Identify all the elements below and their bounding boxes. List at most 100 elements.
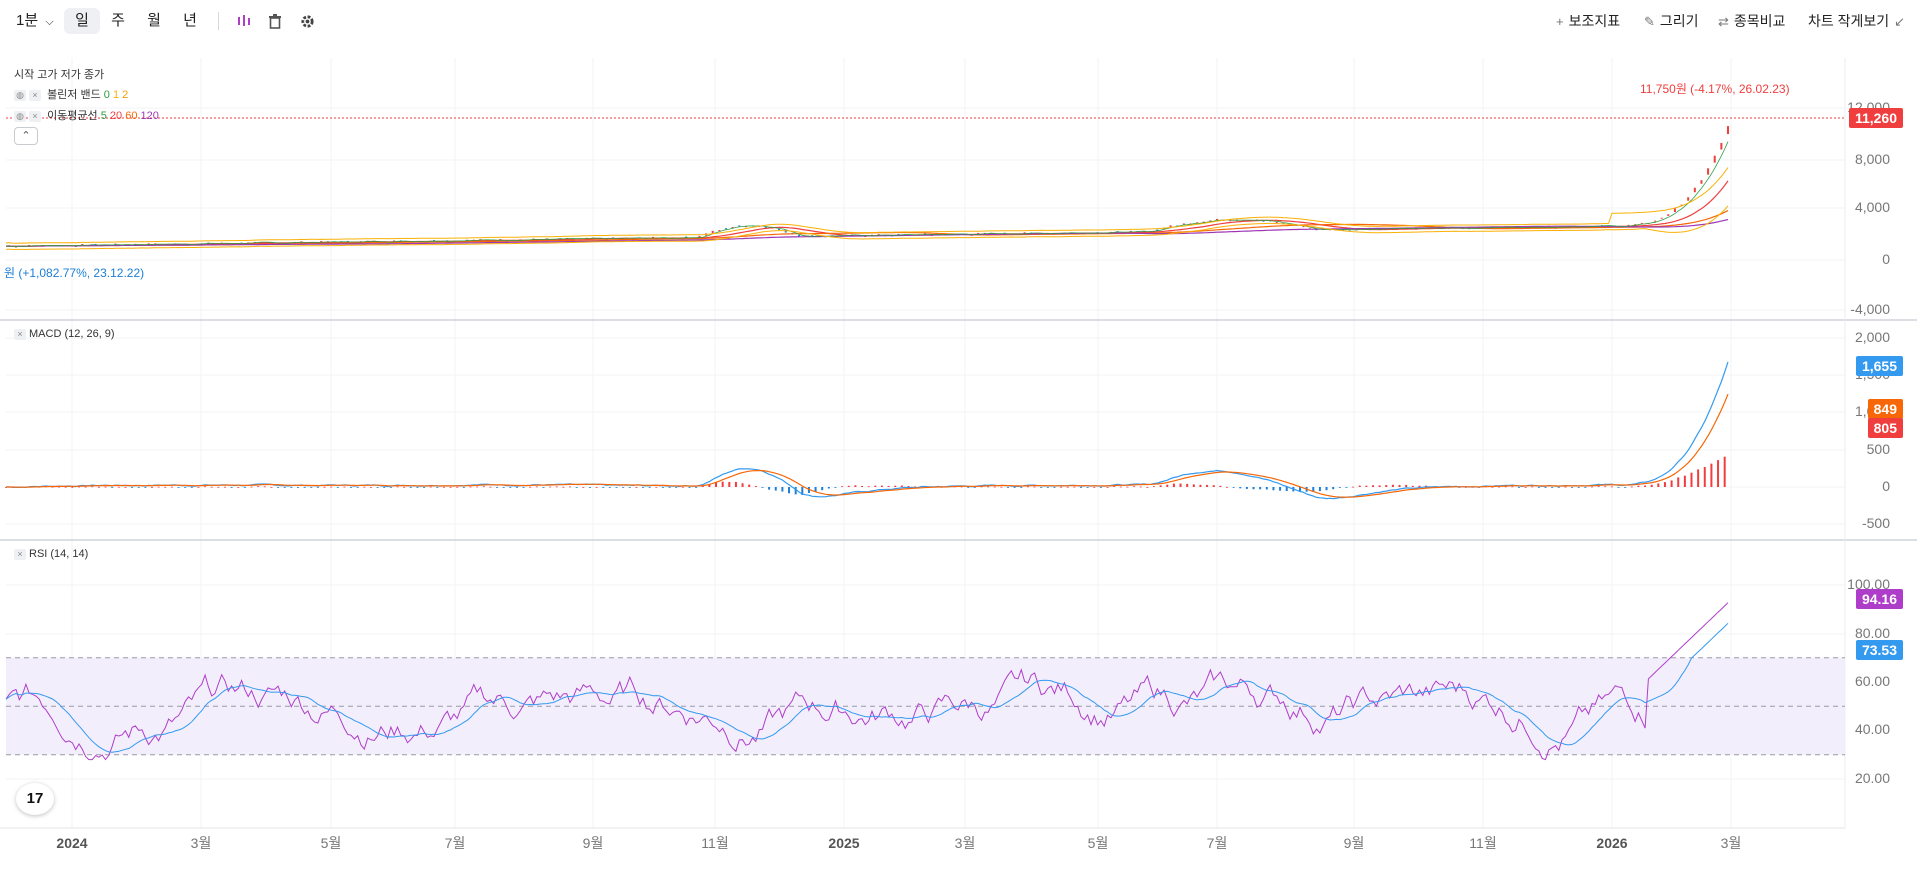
price-tick-label: -4,000 [1850,301,1890,317]
macd-histogram-bar [383,487,386,488]
macd-histogram-bar [150,486,153,488]
rsi-band [6,657,1845,756]
macd-histogram-bar [1703,467,1706,487]
macd-histogram-bar [250,486,253,488]
macd-histogram-bar [1060,486,1063,488]
macd-histogram-bar [973,487,976,488]
candle [698,235,701,239]
macd-histogram-bar [1697,469,1700,487]
chart-type-button[interactable] [236,8,252,34]
macd-histogram-bar [967,487,970,488]
macd-histogram-bar [496,487,499,488]
macd-histogram-bar [1385,485,1388,487]
macd-histogram-bar [1517,487,1520,488]
candle [1667,214,1670,216]
close-icon[interactable]: × [29,89,41,101]
macd-histogram-bar [117,486,120,488]
macd-histogram-bar [788,487,791,494]
interval-dropdown[interactable]: 1분 ⌵ [16,8,54,34]
macd-histogram-bar [449,486,452,488]
macd-histogram-bar [84,486,87,488]
ma-param: 60 [125,110,138,122]
rsi-tick-label: 80.00 [1855,625,1890,641]
macd-histogram-bar [1577,487,1580,488]
macd-histogram-bar [456,486,459,488]
macd-histogram-bar [1159,485,1162,487]
macd-histogram-bar [522,487,525,488]
macd-histogram-bar [1013,487,1016,488]
time-tick-label: 2026 [1596,835,1627,851]
macd-histogram-bar [628,487,631,488]
macd-histogram-bar [91,486,94,488]
macd-histogram-bar [801,487,804,495]
macd-histogram-bar [336,487,339,488]
settings-button[interactable] [300,8,315,34]
candle [1262,220,1265,222]
macd-histogram-bar [1113,486,1116,487]
macd-histogram-bar [661,487,664,488]
macd-histogram-bar [157,486,160,488]
candle [81,244,84,246]
ohlc-legend: 시작 고가 저가 종가 [14,69,105,81]
draw-button[interactable]: ✎ 그리기 [1644,8,1699,34]
macd-histogram-bar [164,486,167,488]
shrink-chart-button[interactable]: 차트 작게보기 ↙ [1808,8,1910,34]
macd-histogram-bar [1007,487,1010,488]
macd-histogram-bar [549,486,552,488]
close-icon[interactable]: × [14,328,26,340]
indicator-button[interactable]: + 보조지표 [1556,8,1620,34]
period-tab-year[interactable]: 년 [183,12,197,29]
macd-legend: × MACD (12, 26, 9) [14,328,115,340]
chart-toolbar: 1분 ⌵ 일 주 월 년 + 보조지표 ✎ 그리기 ⇄ 종목비교 차트 작게보기 ↙ [0,0,1917,40]
macd-histogram-bar [754,486,757,487]
macd-histogram-bar [1690,472,1693,487]
trash-button[interactable] [268,8,282,34]
candle [744,226,747,228]
eye-off-icon[interactable]: ◍ [14,110,26,122]
period-tab-day[interactable]: 일 [64,8,100,34]
macd-histogram-bar [423,487,426,488]
candle [1707,168,1710,175]
compare-button[interactable]: ⇄ 종목비교 [1718,8,1785,34]
macd-histogram-bar [993,486,996,488]
macd-histogram-bar [748,484,751,487]
time-tick-label: 5월 [321,835,342,851]
period-tab-week[interactable]: 주 [111,12,125,29]
candle [724,228,727,230]
macd-histogram-bar [509,487,512,488]
macd-histogram-bar [794,487,797,495]
macd-histogram-bar [781,487,784,492]
macd-histogram-bar [854,485,857,487]
macd-histogram-bar [814,487,817,492]
chart-canvas[interactable]: 12,0008,0004,0000-4,0002,0001,5001,00050… [0,40,1917,873]
macd-histogram-bar [582,486,585,488]
period-tab-month[interactable]: 월 [147,12,161,29]
macd-histogram-bar [230,487,233,488]
macd-histogram-bar [1491,486,1494,488]
ma-param: 20 [109,110,123,122]
macd-histogram-bar [223,486,226,488]
macd-histogram-bar [350,487,353,488]
macd-histogram-bar [608,487,611,488]
macd-histogram-bar [1046,487,1049,488]
close-icon[interactable]: × [29,110,41,122]
low-price-annotation: 원 (+1,082.77%, 23.12.22) [4,266,145,280]
macd-histogram-bar [841,486,844,488]
macd-histogram-bar [1624,487,1627,488]
collapse-legend-button[interactable]: ⌃ [14,127,38,145]
time-tick-label: 3월 [191,835,212,851]
current-price-tag: 11,260 [1848,108,1903,128]
macd-histogram-bar [111,487,114,488]
eye-off-icon[interactable]: ◍ [14,89,26,101]
macd-histogram-bar [1338,487,1341,488]
macd-histogram-bar [715,482,718,487]
high-price-annotation: 11,750원 (-4.17%, 26.02.23) [1640,82,1790,96]
macd-histogram-bar [562,486,565,488]
time-tick-label: 5월 [1088,835,1109,851]
candle [970,234,973,236]
macd-histogram-bar [1153,486,1155,488]
bollinger-upper [5,167,1729,244]
macd-histogram-bar [575,487,578,488]
gear-icon [301,14,314,28]
close-icon[interactable]: × [14,548,26,560]
